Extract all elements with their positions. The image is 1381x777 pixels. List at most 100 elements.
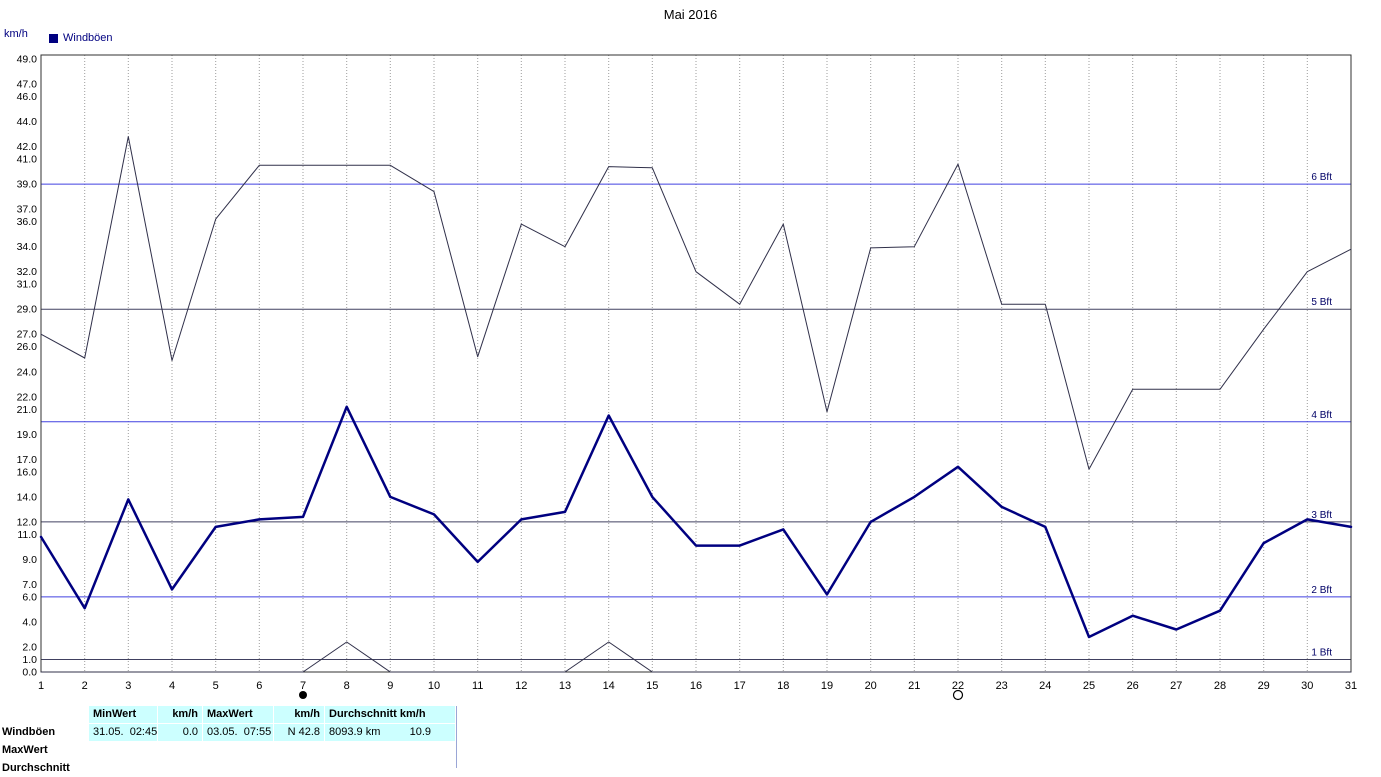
bft-label: 2 Bft	[1311, 585, 1332, 596]
full-moon-icon	[952, 689, 964, 701]
svg-text:14: 14	[603, 680, 615, 692]
moon-markers	[299, 689, 964, 701]
stats-cell-empty	[325, 742, 455, 759]
svg-text:6.0: 6.0	[22, 591, 37, 603]
svg-text:13: 13	[559, 680, 571, 692]
stats-cell-empty	[203, 760, 273, 777]
svg-text:8: 8	[344, 680, 350, 692]
svg-text:14.0: 14.0	[17, 491, 38, 503]
stats-cell-empty	[89, 742, 157, 759]
stats-header-avg: Durchschnitt km/h	[325, 706, 455, 723]
svg-text:1.0: 1.0	[22, 654, 37, 666]
series-lines	[39, 136, 1353, 673]
svg-text:9: 9	[387, 680, 393, 692]
svg-text:31.0: 31.0	[17, 279, 38, 291]
svg-text:39.0: 39.0	[17, 179, 38, 191]
stats-cell-empty	[325, 760, 455, 777]
svg-text:25: 25	[1083, 680, 1095, 692]
svg-text:5: 5	[213, 680, 219, 692]
svg-text:42.0: 42.0	[17, 141, 38, 153]
stats-row-label-windboeen: Windböen	[0, 724, 88, 741]
svg-text:16: 16	[690, 680, 702, 692]
svg-text:22.0: 22.0	[17, 391, 38, 403]
bft-label: 4 Bft	[1311, 410, 1332, 421]
svg-text:26: 26	[1127, 680, 1139, 692]
stats-cell-empty	[158, 760, 202, 777]
svg-text:46.0: 46.0	[17, 91, 38, 103]
svg-text:49.0: 49.0	[17, 54, 38, 66]
new-moon-icon	[299, 691, 307, 699]
svg-text:11: 11	[472, 680, 483, 692]
stats-min-value: 0.0	[158, 724, 202, 741]
svg-text:17: 17	[734, 680, 746, 692]
svg-text:36.0: 36.0	[17, 216, 38, 228]
svg-text:20: 20	[865, 680, 877, 692]
svg-text:16.0: 16.0	[17, 466, 38, 478]
y-axis-labels: 49.0 47.046.0 44.0 42.041.0 39.0 37.036.0 34.0…	[17, 54, 38, 679]
svg-text:0.0: 0.0	[22, 667, 37, 679]
stats-avg-cell: 8093.9 km 10.9	[325, 724, 455, 741]
svg-text:18: 18	[777, 680, 789, 692]
day-gridlines	[40, 55, 1352, 672]
svg-text:29: 29	[1258, 680, 1270, 692]
svg-text:10: 10	[428, 680, 440, 692]
svg-text:28: 28	[1214, 680, 1226, 692]
svg-text:15: 15	[646, 680, 658, 692]
svg-text:21: 21	[908, 680, 920, 692]
chart-title: Mai 2016	[663, 7, 718, 22]
svg-text:23: 23	[996, 680, 1008, 692]
bft-label: 3 Bft	[1311, 510, 1332, 521]
svg-text:27: 27	[1170, 680, 1182, 692]
svg-text:4: 4	[169, 680, 175, 692]
stats-max-datetime: 03.05. 07:55	[203, 724, 273, 741]
svg-text:4.0: 4.0	[22, 617, 37, 629]
stats-cell-empty	[203, 742, 273, 759]
svg-text:9.0: 9.0	[22, 554, 37, 566]
svg-text:1: 1	[38, 680, 44, 692]
svg-text:19.0: 19.0	[17, 429, 38, 441]
stats-wind-run: 8093.9 km	[329, 726, 381, 738]
svg-text:2.0: 2.0	[22, 642, 37, 654]
svg-text:27.0: 27.0	[17, 329, 38, 341]
stats-cell-empty	[274, 760, 324, 777]
plot-frame	[40, 54, 1352, 673]
svg-text:44.0: 44.0	[17, 116, 38, 128]
svg-text:6: 6	[256, 680, 262, 692]
y-axis-unit-label: km/h	[4, 28, 28, 40]
stats-header-max: MaxWert	[203, 706, 273, 723]
series-Windböen	[39, 405, 1353, 639]
bft-label: 1 Bft	[1311, 648, 1332, 659]
stats-max-value: N 42.8	[274, 724, 324, 741]
bft-label: 5 Bft	[1311, 297, 1332, 308]
stats-table-right-border	[456, 706, 457, 768]
stats-row-label-durchschnitt: Durchschnitt	[0, 760, 88, 777]
series-Maximum	[40, 136, 1352, 470]
svg-text:32.0: 32.0	[17, 266, 38, 278]
stats-table: MinWert km/h MaxWert km/h Durchschnitt k…	[0, 706, 455, 777]
svg-text:31: 31	[1345, 680, 1357, 692]
svg-text:24.0: 24.0	[17, 366, 38, 378]
svg-text:21.0: 21.0	[17, 404, 38, 416]
legend: Windböen	[49, 32, 113, 44]
svg-text:19: 19	[821, 680, 833, 692]
svg-text:34.0: 34.0	[17, 241, 38, 253]
svg-text:41.0: 41.0	[17, 154, 38, 166]
stats-cell-empty	[158, 742, 202, 759]
legend-swatch-icon	[49, 33, 58, 43]
stats-min-datetime: 31.05. 02:45	[89, 724, 157, 741]
stats-header-max-unit: km/h	[274, 706, 324, 723]
stats-header-min-unit: km/h	[158, 706, 202, 723]
svg-text:12: 12	[515, 680, 527, 692]
svg-text:22: 22	[952, 680, 964, 692]
svg-text:30: 30	[1301, 680, 1313, 692]
svg-text:2: 2	[82, 680, 88, 692]
svg-text:7.0: 7.0	[22, 579, 37, 591]
stats-avg-value: 10.9	[409, 726, 431, 738]
stats-header-min: MinWert	[89, 706, 157, 723]
stats-row-label-maxwert: MaxWert	[0, 742, 88, 759]
svg-text:11.0: 11.0	[17, 529, 37, 541]
beaufort-lines: 6 Bft 5 Bft 4 Bft 3 Bft 2 Bft 1 Bft	[41, 172, 1351, 660]
svg-text:37.0: 37.0	[17, 204, 38, 216]
x-axis-labels: 1 2 3 4 5 6 7 8 9 10 11 12 13 14 15 16 17 18 19 20 21 22 23 24 2…	[38, 680, 1357, 692]
stats-corner-cell	[0, 706, 88, 723]
